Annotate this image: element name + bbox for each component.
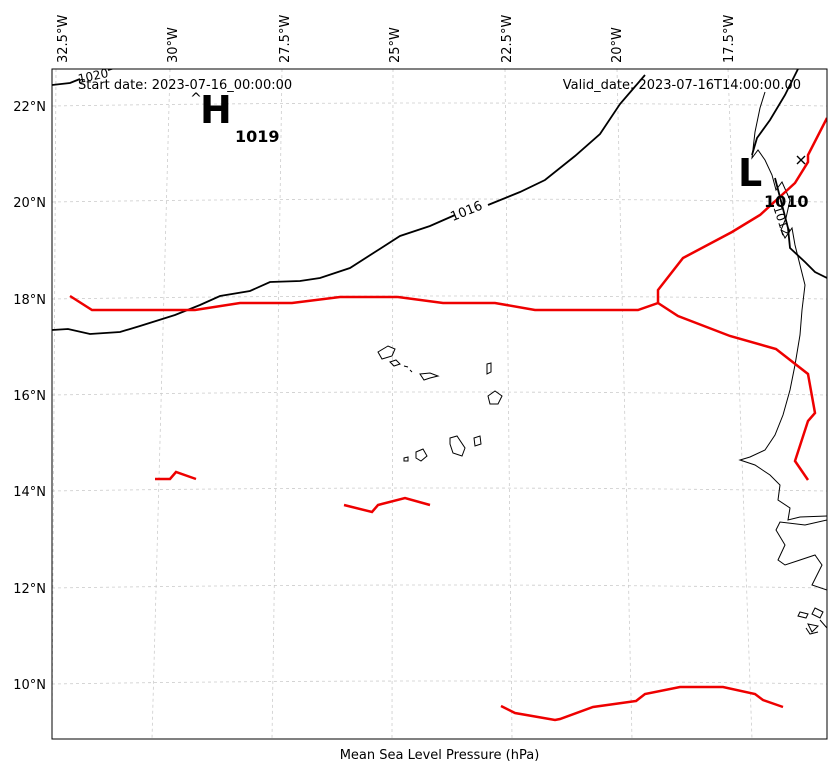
gridline-lat-16 bbox=[52, 391, 827, 396]
coastline-africa bbox=[738, 91, 827, 521]
island-santa-luzia bbox=[403, 365, 413, 373]
island-brava bbox=[403, 456, 409, 462]
lat-label-14: 14°N bbox=[13, 485, 46, 500]
low-cross-marker bbox=[796, 155, 806, 165]
red-line-branch bbox=[657, 301, 817, 481]
lat-label-20: 20°N bbox=[13, 196, 46, 211]
gridline-lat-20 bbox=[52, 198, 827, 203]
lon-label-17-5: 17.5°W bbox=[722, 15, 737, 63]
high-pressure-letter: H bbox=[200, 88, 232, 132]
island-sal bbox=[486, 362, 492, 375]
lon-label-32-5: 32.5°W bbox=[56, 15, 71, 63]
isobar-label-1020: 1020 bbox=[77, 66, 110, 86]
gridline-lat-10 bbox=[52, 680, 827, 685]
plot-frame bbox=[51, 68, 828, 740]
lat-label-10: 10°N bbox=[13, 678, 46, 693]
red-line-main bbox=[69, 117, 827, 312]
gridline-lon-22-5 bbox=[504, 69, 513, 739]
gridline-lon-20 bbox=[616, 69, 633, 739]
gridline-lon-30 bbox=[151, 69, 171, 739]
high-pressure-value: 1019 bbox=[235, 127, 280, 146]
gridline-lon-32-5 bbox=[52, 69, 57, 739]
gridline-lat-18 bbox=[52, 295, 827, 300]
low-pressure-letter: L bbox=[738, 151, 763, 195]
longitude-labels: 32.5°W 30°W 27.5°W 25°W 22.5°W 20°W 17.5… bbox=[56, 15, 737, 63]
lon-label-25: 25°W bbox=[388, 27, 403, 63]
coastline-africa-south bbox=[775, 519, 827, 591]
red-line-small-west bbox=[155, 470, 197, 481]
island-sao-nicolau bbox=[419, 372, 440, 381]
lon-label-27-5: 27.5°W bbox=[278, 15, 293, 63]
isobar-1016 bbox=[52, 74, 646, 335]
gridline-lon-25 bbox=[391, 69, 394, 739]
low-pressure-value: 1010 bbox=[764, 192, 809, 211]
lat-label-16: 16°N bbox=[13, 389, 46, 404]
isobar-1012 bbox=[751, 69, 827, 279]
start-date-label: Start date: 2023-07-16_00:00:00 bbox=[78, 78, 293, 93]
lon-label-20: 20°W bbox=[610, 27, 625, 63]
latitude-labels: 22°N 20°N 18°N 16°N 14°N 12°N 10°N bbox=[13, 100, 46, 693]
island-fogo bbox=[415, 448, 428, 462]
gridline-lat-12 bbox=[52, 584, 827, 589]
gridline-lon-27-5 bbox=[271, 69, 283, 739]
coastline-bijagos bbox=[797, 607, 827, 635]
isobar-label-1016: 1016 bbox=[449, 199, 485, 225]
island-maio bbox=[473, 435, 482, 447]
high-marker-caret: ^ bbox=[190, 91, 202, 107]
island-santiago bbox=[449, 435, 466, 457]
x-axis-label: Mean Sea Level Pressure (hPa) bbox=[339, 748, 540, 763]
valid-date-label: Valid_date: 2023-07-16T14:00:00.00 bbox=[562, 78, 801, 93]
gridlines bbox=[52, 69, 827, 739]
gridline-lat-14 bbox=[52, 487, 827, 492]
red-line-small-mid bbox=[343, 496, 431, 514]
lat-label-22: 22°N bbox=[13, 100, 46, 115]
coastlines bbox=[377, 91, 827, 635]
island-santo-antao bbox=[377, 345, 396, 360]
island-sao-vicente bbox=[389, 359, 401, 367]
gridline-lat-22 bbox=[52, 102, 827, 107]
lat-label-18: 18°N bbox=[13, 293, 46, 308]
red-lines bbox=[69, 117, 827, 722]
lon-label-22-5: 22.5°W bbox=[500, 15, 515, 63]
lon-label-30: 30°W bbox=[166, 27, 181, 63]
red-line-south bbox=[500, 685, 784, 722]
gridline-lon-17-5 bbox=[727, 69, 753, 739]
island-boa-vista bbox=[487, 390, 503, 405]
lat-label-12: 12°N bbox=[13, 582, 46, 597]
